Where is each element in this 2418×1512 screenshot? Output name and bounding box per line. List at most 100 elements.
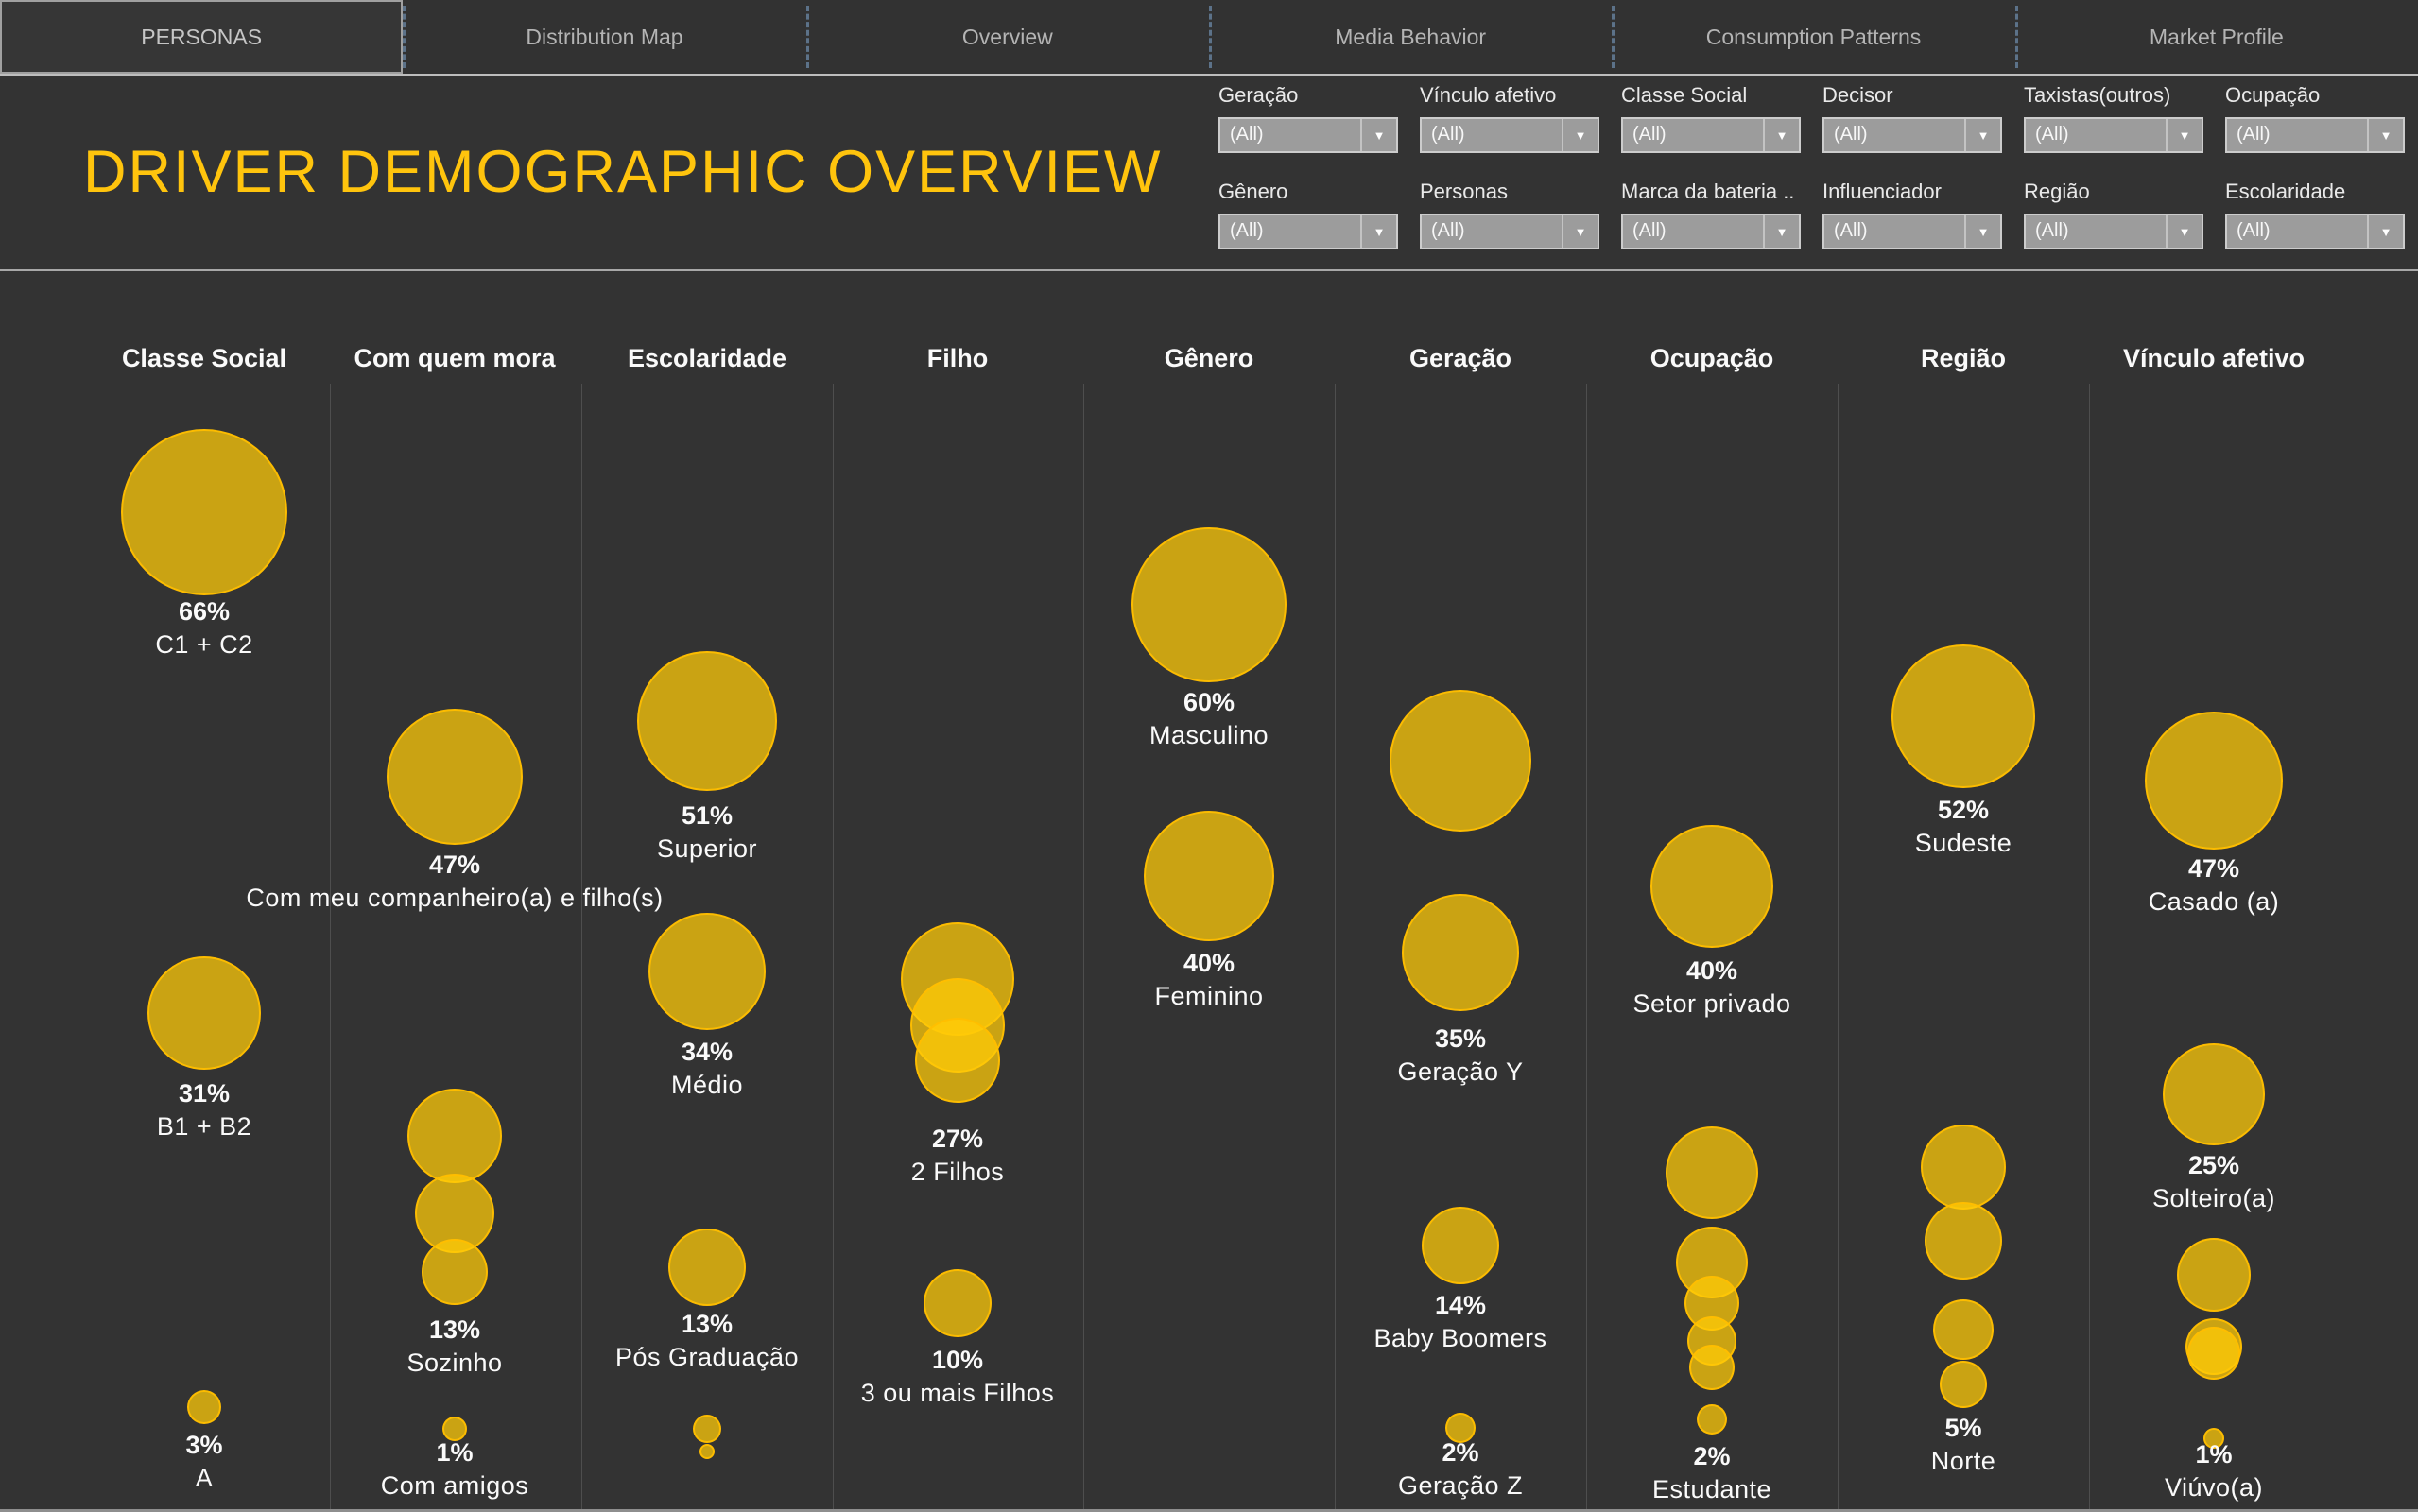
- bubble-mark[interactable]: [1891, 644, 2035, 788]
- chevron-down-icon[interactable]: ▼: [1763, 119, 1799, 151]
- bubble-mark[interactable]: [1144, 811, 1274, 941]
- mark-label: 1% Viúvo(a): [1930, 1438, 2418, 1503]
- filter-value: (All): [1230, 124, 1264, 145]
- mark-category: Com meu companheiro(a) e filho(s): [246, 884, 664, 912]
- bubble-mark[interactable]: [121, 429, 287, 595]
- filter-dropdown-classe-social[interactable]: (All) ▼: [1621, 117, 1801, 153]
- tab-consumption-patterns[interactable]: Consumption Patterns: [1705, 24, 1922, 49]
- column-header-filho: Filho: [926, 344, 989, 372]
- mark-percent: 47%: [428, 850, 481, 879]
- mark-category: Sudeste: [1914, 829, 2012, 857]
- filter-dropdown-personas[interactable]: (All) ▼: [1420, 214, 1599, 249]
- filter-dropdown-decisor[interactable]: (All) ▼: [1822, 117, 2002, 153]
- filter-dropdown-taxistas-outros[interactable]: (All) ▼: [2024, 117, 2203, 153]
- mark-label: 2% Geração Z: [1177, 1436, 1744, 1502]
- tab-personas[interactable]: PERSONAS: [0, 0, 404, 74]
- mark-label: 60% Masculino: [925, 686, 1493, 751]
- filter-value: (All): [1834, 124, 1868, 145]
- tab-separator: [805, 6, 809, 68]
- filter-label-influenciador: Influenciador: [1822, 180, 1942, 203]
- mark-category: Estudante: [1651, 1475, 1772, 1503]
- filter-dropdown-g-nero[interactable]: (All) ▼: [1218, 214, 1398, 249]
- filter-dropdown-ocupa-o[interactable]: (All) ▼: [2225, 117, 2405, 153]
- tab-distribution-map[interactable]: Distribution Map: [526, 24, 683, 49]
- bubble-mark[interactable]: [1940, 1361, 1987, 1408]
- filter-value: (All): [1632, 220, 1667, 241]
- filter-dropdown-v-nculo-afetivo[interactable]: (All) ▼: [1420, 117, 1599, 153]
- mark-percent: 47%: [2187, 854, 2240, 883]
- bubble-mark[interactable]: [1402, 894, 1519, 1011]
- tab-separator: [403, 6, 406, 68]
- bubble-mark[interactable]: [648, 913, 766, 1030]
- mark-percent: 27%: [931, 1125, 984, 1153]
- tab-separator: [2014, 6, 2018, 68]
- mark-category: Geração Y: [1397, 1057, 1524, 1086]
- filter-dropdown-marca-da-bateria[interactable]: (All) ▼: [1621, 214, 1801, 249]
- filter-value: (All): [2035, 220, 2069, 241]
- mark-percent: 60%: [1183, 688, 1235, 716]
- bubble-mark[interactable]: [693, 1415, 721, 1443]
- chevron-down-icon[interactable]: ▼: [1964, 119, 2000, 151]
- mark-category: Sozinho: [406, 1349, 503, 1377]
- mark-category: Baby Boomers: [1373, 1324, 1547, 1352]
- column-header-classe-social: Classe Social: [121, 344, 287, 372]
- bubble-mark[interactable]: [2187, 1327, 2240, 1380]
- bubble-mark[interactable]: [2163, 1043, 2265, 1145]
- column-separator: [1335, 384, 1336, 1512]
- bubble-mark[interactable]: [1666, 1126, 1758, 1219]
- filter-label-g-nero: Gênero: [1218, 180, 1288, 203]
- chevron-down-icon[interactable]: ▼: [1964, 215, 2000, 248]
- chevron-down-icon[interactable]: ▼: [1360, 119, 1396, 151]
- filter-dropdown-regi-o[interactable]: (All) ▼: [2024, 214, 2203, 249]
- mark-label: 35% Geração Y: [1177, 1022, 1744, 1088]
- bubble-mark[interactable]: [915, 1018, 1000, 1103]
- chevron-down-icon[interactable]: ▼: [2367, 119, 2403, 151]
- filter-value: (All): [1632, 124, 1667, 145]
- bubble-mark[interactable]: [1933, 1299, 1994, 1360]
- filter-value: (All): [2237, 220, 2271, 241]
- bubble-mark[interactable]: [1445, 1413, 1476, 1443]
- chevron-down-icon[interactable]: ▼: [2166, 215, 2202, 248]
- mark-label: 13% Sozinho: [171, 1314, 738, 1379]
- bubble-mark[interactable]: [387, 709, 523, 845]
- tab-overview[interactable]: Overview: [961, 24, 1053, 49]
- bubble-mark[interactable]: [1131, 527, 1287, 682]
- chevron-down-icon[interactable]: ▼: [1763, 215, 1799, 248]
- bubble-mark[interactable]: [1689, 1345, 1735, 1390]
- bubble-mark[interactable]: [2177, 1238, 2251, 1312]
- bubble-mark[interactable]: [1697, 1404, 1727, 1435]
- bubble-mark[interactable]: [187, 1390, 221, 1424]
- chevron-down-icon[interactable]: ▼: [1562, 119, 1598, 151]
- chevron-down-icon[interactable]: ▼: [2367, 215, 2403, 248]
- bubble-mark[interactable]: [1390, 690, 1531, 832]
- bubble-mark[interactable]: [407, 1089, 502, 1183]
- bubble-mark[interactable]: [422, 1239, 488, 1305]
- bubble-mark[interactable]: [637, 651, 777, 791]
- filter-label-gera-o: Geração: [1218, 83, 1299, 107]
- bubble-mark[interactable]: [1925, 1202, 2002, 1280]
- chevron-down-icon[interactable]: ▼: [1360, 215, 1396, 248]
- filter-dropdown-escolaridade[interactable]: (All) ▼: [2225, 214, 2405, 249]
- bubble-mark[interactable]: [442, 1417, 467, 1441]
- bubble-mark[interactable]: [924, 1269, 992, 1337]
- bubble-mark[interactable]: [668, 1228, 746, 1306]
- bubble-mark[interactable]: [2203, 1428, 2224, 1449]
- chevron-down-icon[interactable]: ▼: [2166, 119, 2202, 151]
- bubble-mark[interactable]: [147, 956, 261, 1070]
- mark-percent: 40%: [1183, 949, 1235, 977]
- bubble-mark[interactable]: [699, 1444, 715, 1459]
- mark-percent: 3%: [185, 1431, 223, 1459]
- bubble-mark[interactable]: [2145, 712, 2283, 850]
- chevron-down-icon[interactable]: ▼: [1562, 215, 1598, 248]
- mark-percent: 35%: [1434, 1024, 1487, 1053]
- bubble-mark[interactable]: [1650, 825, 1773, 948]
- column-separator: [1586, 384, 1587, 1512]
- mark-percent: 10%: [931, 1346, 984, 1374]
- tab-market-profile[interactable]: Market Profile: [2149, 24, 2284, 49]
- tab-media-behavior[interactable]: Media Behavior: [1335, 24, 1487, 49]
- column-header-escolaridade: Escolaridade: [627, 344, 787, 372]
- bubble-mark[interactable]: [1422, 1207, 1499, 1284]
- filter-dropdown-influenciador[interactable]: (All) ▼: [1822, 214, 2002, 249]
- filter-dropdown-gera-o[interactable]: (All) ▼: [1218, 117, 1398, 153]
